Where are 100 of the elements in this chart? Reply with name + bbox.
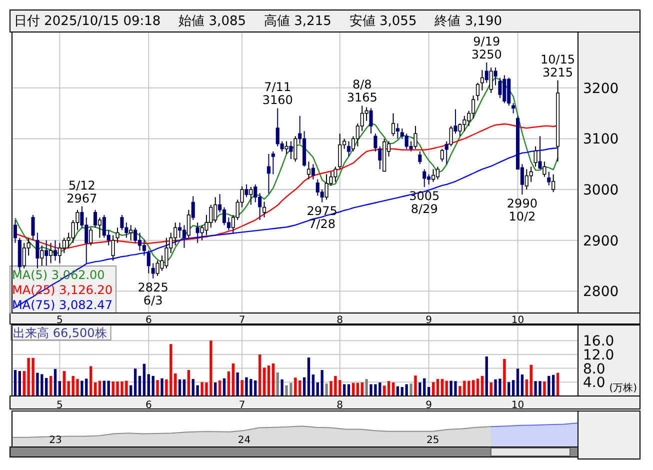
candlestick	[36, 232, 40, 269]
bar	[410, 384, 412, 396]
candlestick	[151, 262, 155, 279]
x-tick-label: 9	[426, 400, 432, 411]
candlestick	[111, 234, 115, 262]
bar	[18, 371, 22, 396]
candlestick	[138, 232, 142, 251]
candlestick	[480, 70, 484, 91]
y-tick-label: 8.0	[583, 361, 606, 378]
candlestick	[49, 242, 53, 264]
x-tick-label: 6	[145, 315, 152, 326]
bar	[347, 384, 350, 396]
annotation: 3005 8/29	[409, 188, 440, 216]
y-axis-title: (万株)	[609, 382, 638, 394]
x-tick-label: 8	[336, 315, 344, 326]
x-tick-label: 9	[426, 315, 432, 326]
annotation: 7/11 3160	[262, 80, 293, 108]
candlestick	[182, 224, 186, 248]
x-tick-label: 7	[238, 315, 246, 326]
x-tick-label: 10	[511, 315, 524, 326]
candlestick	[374, 133, 378, 152]
bar	[405, 384, 408, 396]
candlestick	[552, 174, 556, 193]
bar	[218, 380, 222, 396]
candlestick	[271, 150, 275, 175]
bar	[312, 374, 315, 396]
bar	[298, 380, 302, 396]
bar	[432, 382, 435, 396]
candlestick	[542, 161, 546, 178]
candlestick	[418, 150, 422, 165]
bar	[94, 382, 97, 396]
candlestick	[458, 122, 462, 137]
annotation: 10/15 3215	[540, 52, 576, 80]
bar	[222, 378, 226, 396]
candlestick	[146, 250, 150, 274]
candlestick	[262, 201, 266, 218]
bar	[294, 378, 297, 396]
bar	[45, 378, 48, 396]
bar	[392, 382, 395, 396]
bar	[240, 380, 244, 396]
bar	[302, 377, 306, 396]
bar	[62, 371, 66, 396]
bar	[530, 364, 532, 396]
candlestick	[254, 184, 258, 203]
annotation: 8/8 3165	[346, 78, 378, 105]
bar	[418, 382, 422, 396]
bar	[49, 376, 52, 396]
bar	[342, 384, 346, 396]
text: 始値 3,085	[178, 14, 246, 29]
bar	[227, 371, 230, 396]
candlestick	[289, 140, 293, 160]
candlestick	[484, 62, 488, 84]
candlestick	[547, 171, 551, 186]
candlestick	[98, 216, 102, 238]
bar	[142, 364, 146, 396]
bar	[138, 376, 142, 396]
bar	[276, 372, 279, 396]
candlestick	[346, 140, 351, 157]
bar	[508, 382, 510, 396]
x-tick-label: 5	[56, 315, 63, 326]
x-tick-label: 10	[511, 400, 524, 411]
candlestick	[534, 146, 538, 168]
annotation: 2990 10/2	[506, 196, 538, 224]
bar	[307, 358, 310, 396]
bar	[503, 358, 506, 396]
text: 終値 3,190	[434, 14, 502, 29]
candlestick	[200, 224, 204, 241]
bar	[80, 380, 84, 396]
bar	[360, 382, 364, 396]
bar	[178, 379, 182, 396]
bar	[423, 378, 426, 396]
candlestick	[378, 146, 382, 170]
candlestick	[396, 122, 400, 140]
bar	[152, 376, 154, 396]
candlestick	[431, 168, 436, 182]
annotation: 5/12 2967	[66, 178, 98, 206]
y-tick-label: 2800	[583, 284, 619, 300]
text: 日付 2025/10/15 09:18	[14, 14, 161, 29]
candlestick	[13, 220, 17, 244]
bar	[14, 370, 17, 396]
bar	[387, 381, 390, 396]
bar	[512, 380, 515, 396]
y-tick-label: 12.0	[583, 347, 614, 364]
bar	[436, 379, 440, 396]
bar	[525, 379, 528, 396]
candlestick	[266, 153, 270, 194]
candlestick	[93, 209, 98, 228]
y-tick-label: 4.0	[583, 375, 606, 392]
bar	[548, 376, 550, 396]
candlestick	[116, 227, 120, 244]
bar	[258, 354, 262, 396]
y-tick-label: 3200	[583, 80, 619, 97]
annotation: 2825 6/3	[138, 280, 168, 308]
candlestick	[444, 140, 448, 165]
candlestick	[306, 161, 311, 180]
bar	[156, 380, 159, 396]
candlestick	[294, 136, 298, 162]
candlestick	[422, 168, 426, 188]
candlestick	[178, 222, 182, 238]
candlestick	[222, 206, 226, 226]
